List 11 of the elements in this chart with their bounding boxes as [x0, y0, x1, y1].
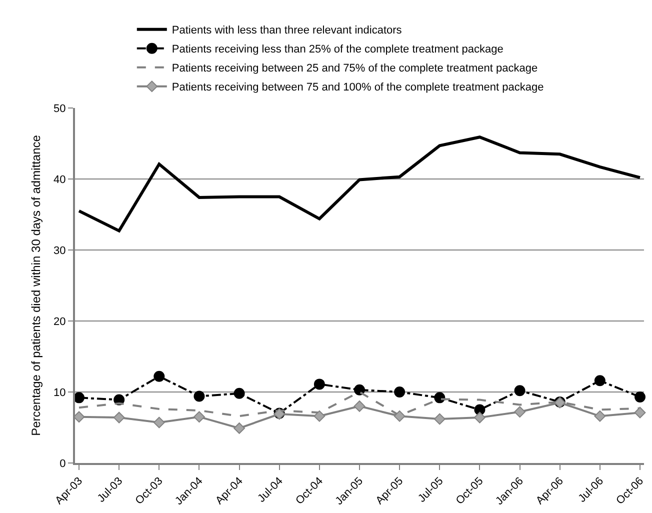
legend-label: Patients with less than three relevant indicators [172, 24, 402, 37]
y-tick-label: 10 [54, 386, 66, 399]
y-tick-label: 40 [54, 174, 66, 186]
y-tick-label: 20 [54, 316, 66, 328]
y-tick-label: 50 [54, 102, 66, 115]
y-tick-label: 30 [54, 244, 66, 257]
legend-label: Patients receiving between 75 and 100% of the complete treatment package [172, 82, 544, 94]
y-tick-label: 0 [60, 458, 66, 470]
legend-label: Patients receiving less than 25% of the complete treatment package [172, 44, 504, 56]
y-axis-title: Percentage of patients died within 30 days of admittance [29, 134, 43, 436]
legend-label: Patients receiving between 25 and 75% of the complete treatment package [172, 62, 538, 75]
